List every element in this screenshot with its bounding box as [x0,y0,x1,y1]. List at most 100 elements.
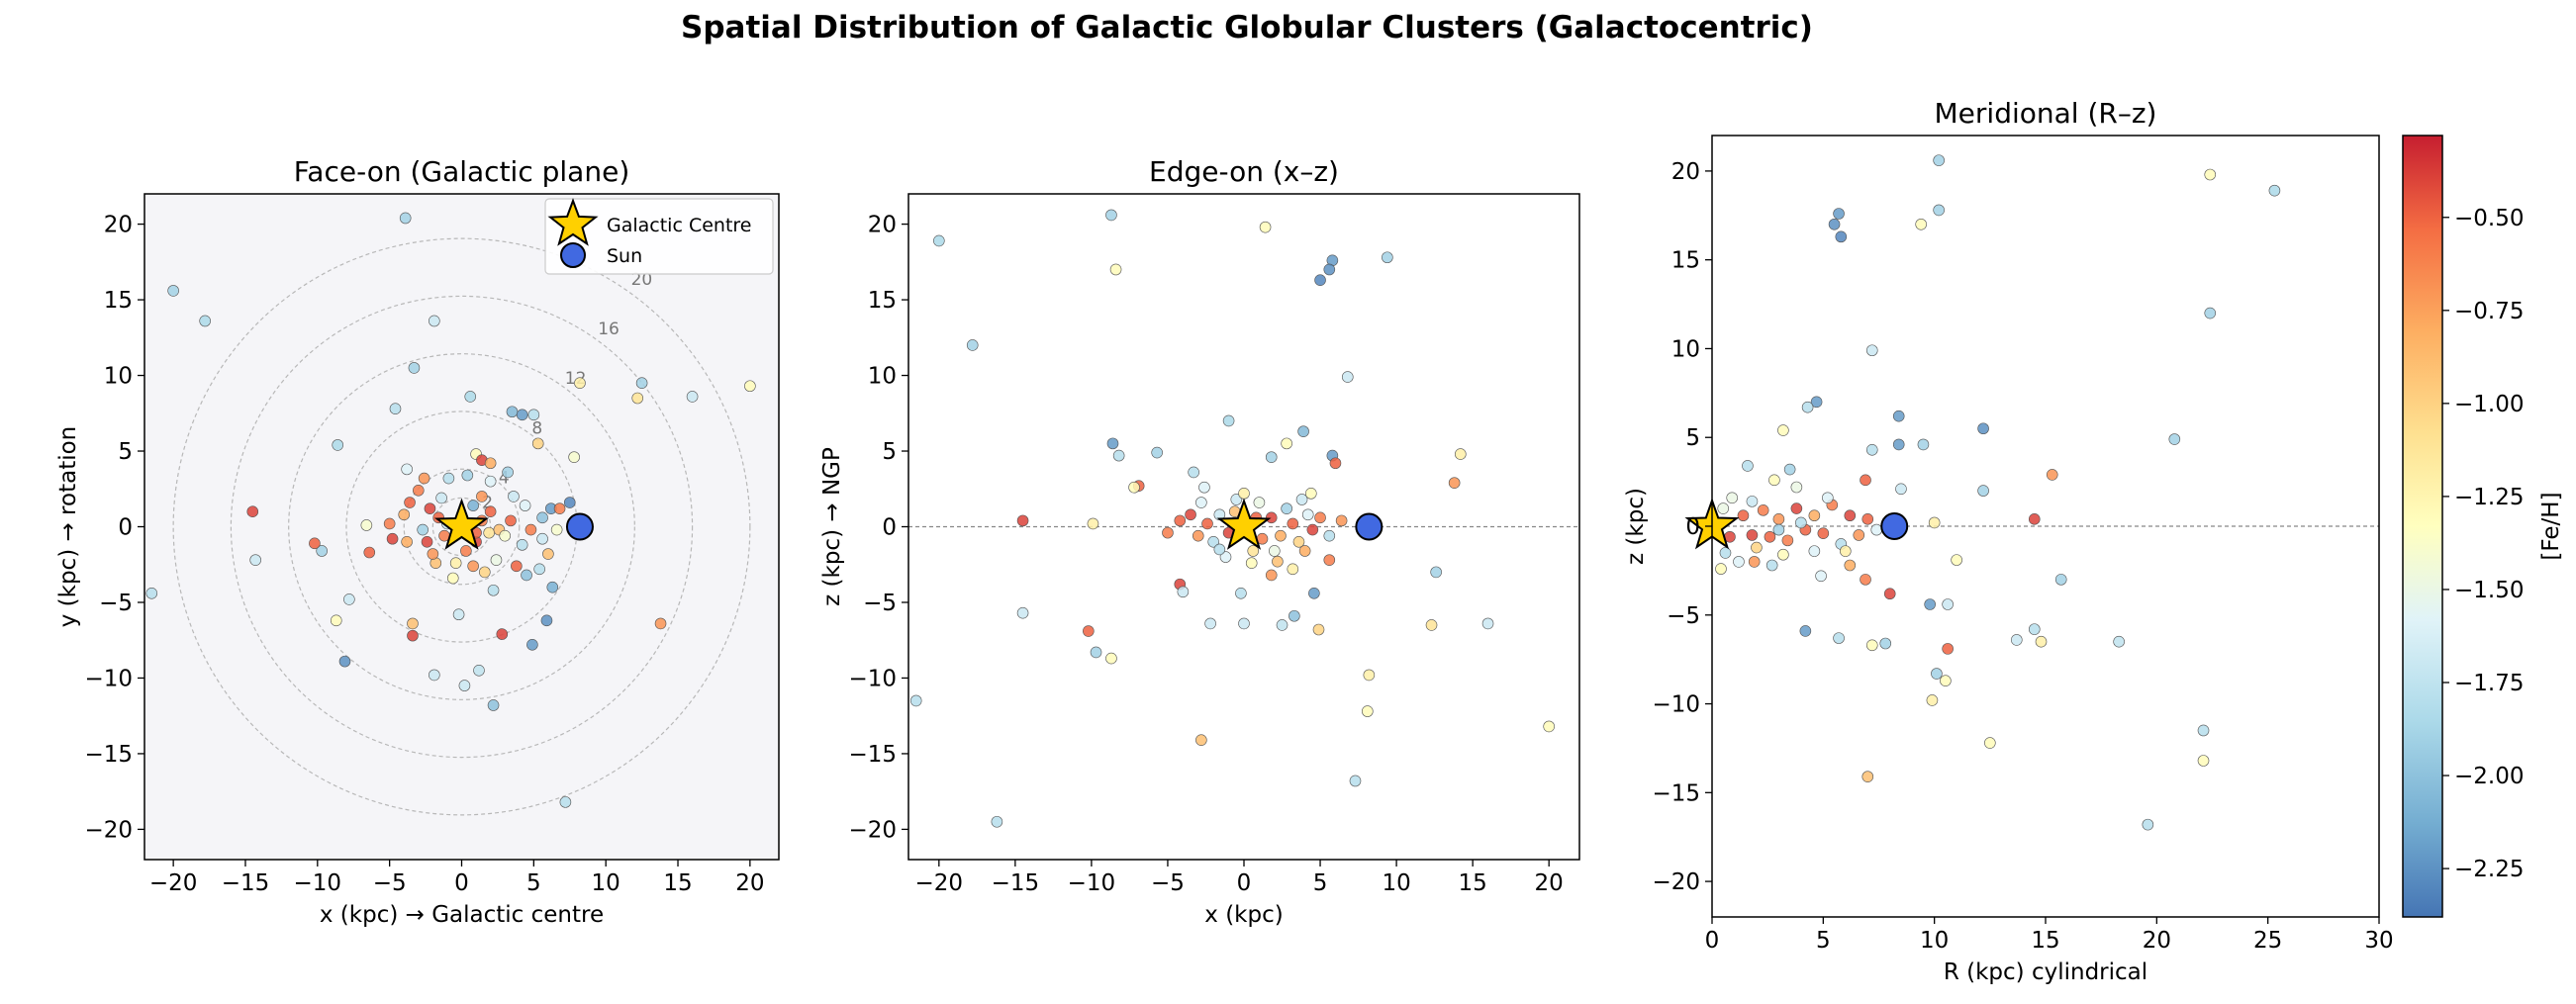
cluster-point [1801,401,1814,413]
cluster-point [521,569,532,582]
colorbar-ticks: −0.50 −0.75 −1.00 −1.25 −1.50 −1.75 −2.00 −2.25 [2442,206,2524,882]
cluster-point [1301,508,1314,521]
radius-ring [172,237,751,816]
cluster-point [519,500,531,511]
colorbar-tick-label: −2.00 [2454,764,2524,789]
cluster-point [1942,598,1954,610]
x-tick-label: 5 [1816,928,1831,954]
cluster-point [464,391,477,403]
y-tick-label: 15 [868,288,897,314]
cluster-point [502,466,514,479]
figure-title: Spatial Distribution of Galactic Globula… [681,10,1813,46]
y-tick-label: 0 [1685,514,1700,540]
cluster-point [525,523,537,536]
radius-ring [403,468,521,586]
cluster-point [1977,422,1989,435]
cluster-point [435,492,447,504]
cluster-point [246,505,259,518]
cluster-point [1235,587,1247,599]
cluster-point [1192,529,1204,542]
cluster-point [1765,559,1778,572]
y-tick-label: −20 [1652,869,1700,895]
cluster-point [2204,168,2217,181]
cluster-point [429,669,440,682]
y-tick-label: 10 [1671,336,1700,362]
cluster-point [1751,541,1763,554]
cluster-point [1272,555,1284,568]
ring-label: 20 [631,270,653,290]
cluster-point [1892,410,1905,422]
cluster-point [686,391,699,403]
radius-ring [230,295,694,759]
cluster-point [383,517,396,530]
x-tick-label: −5 [373,870,407,896]
colorbar-tick-label: −1.00 [2454,392,2524,417]
cluster-point [1715,563,1727,575]
cluster-point [1238,617,1250,630]
cluster-point [2054,574,2067,586]
cluster-point [1269,545,1281,557]
cluster-point [1790,502,1803,514]
y-tick-label: −15 [1652,780,1700,806]
x-tick-label: 0 [1237,870,1252,896]
cluster-point [484,457,497,470]
panel-title: Face-on (Galactic plane) [294,155,630,188]
y-tick-label: −10 [1652,692,1700,718]
cluster-point [527,409,540,421]
y-axis-label: y (kpc) → rotation [55,426,81,628]
cluster-point [1292,535,1305,548]
cluster-point [1781,534,1794,547]
cluster-point [1764,530,1776,543]
cluster-point [418,472,430,485]
colorbar-tick-label: −0.50 [2454,206,2524,231]
cluster-point [1174,514,1187,527]
cluster-point [1219,551,1232,563]
x-axis-label: R (kpc) cylindrical [1944,959,2147,985]
cluster-point [427,548,439,560]
cluster-point [476,491,488,502]
cluster-point [1306,523,1319,536]
ring-label: 8 [531,418,542,438]
colorbar: −0.50 −0.75 −1.00 −1.25 −1.50 −1.75 −2.00 −2.25… [2402,135,2564,918]
cluster-point [1719,547,1732,559]
cluster-point [1455,448,1467,460]
cluster-point [2142,818,2154,831]
y-tick-label: 20 [104,213,133,238]
y-tick-label: 15 [1671,248,1700,274]
cluster-point [1926,694,1939,706]
cluster-point [1772,523,1785,536]
cluster-point [467,500,479,511]
cluster-point [1833,208,1845,220]
cluster-point [442,472,455,485]
cluster-point [1105,209,1117,222]
cluster-point [568,451,580,463]
x-tick-label: 15 [1458,870,1486,896]
cluster-point [343,593,355,605]
cluster-point [1297,425,1309,437]
y-tick-label: 5 [1685,425,1700,451]
y-tick-label: −15 [84,742,133,768]
cluster-point [505,514,517,527]
cluster-point [1265,451,1278,463]
cluster-point [1323,529,1336,542]
cluster-point [1308,587,1320,599]
cluster-point [487,584,500,596]
y-tick-label: 0 [882,515,897,541]
cluster-point [1112,449,1125,462]
x-tick-label: −10 [1068,870,1116,896]
cluster-point [1860,474,1871,487]
panel-title: Meridional (R–z) [1935,97,2157,130]
cluster-point [1879,637,1892,650]
cluster-point [1128,481,1140,494]
cluster-point [1817,527,1830,539]
y-tick-label: −20 [84,817,133,843]
cluster-point [452,608,465,621]
cluster-point [546,581,559,593]
y-tick-label: 10 [104,364,133,390]
cluster-point [496,628,509,640]
cluster-point [199,315,211,327]
cluster-point [1742,460,1754,472]
cluster-point [1933,204,1945,217]
cluster-point [407,617,419,630]
cluster-point [1287,517,1299,530]
